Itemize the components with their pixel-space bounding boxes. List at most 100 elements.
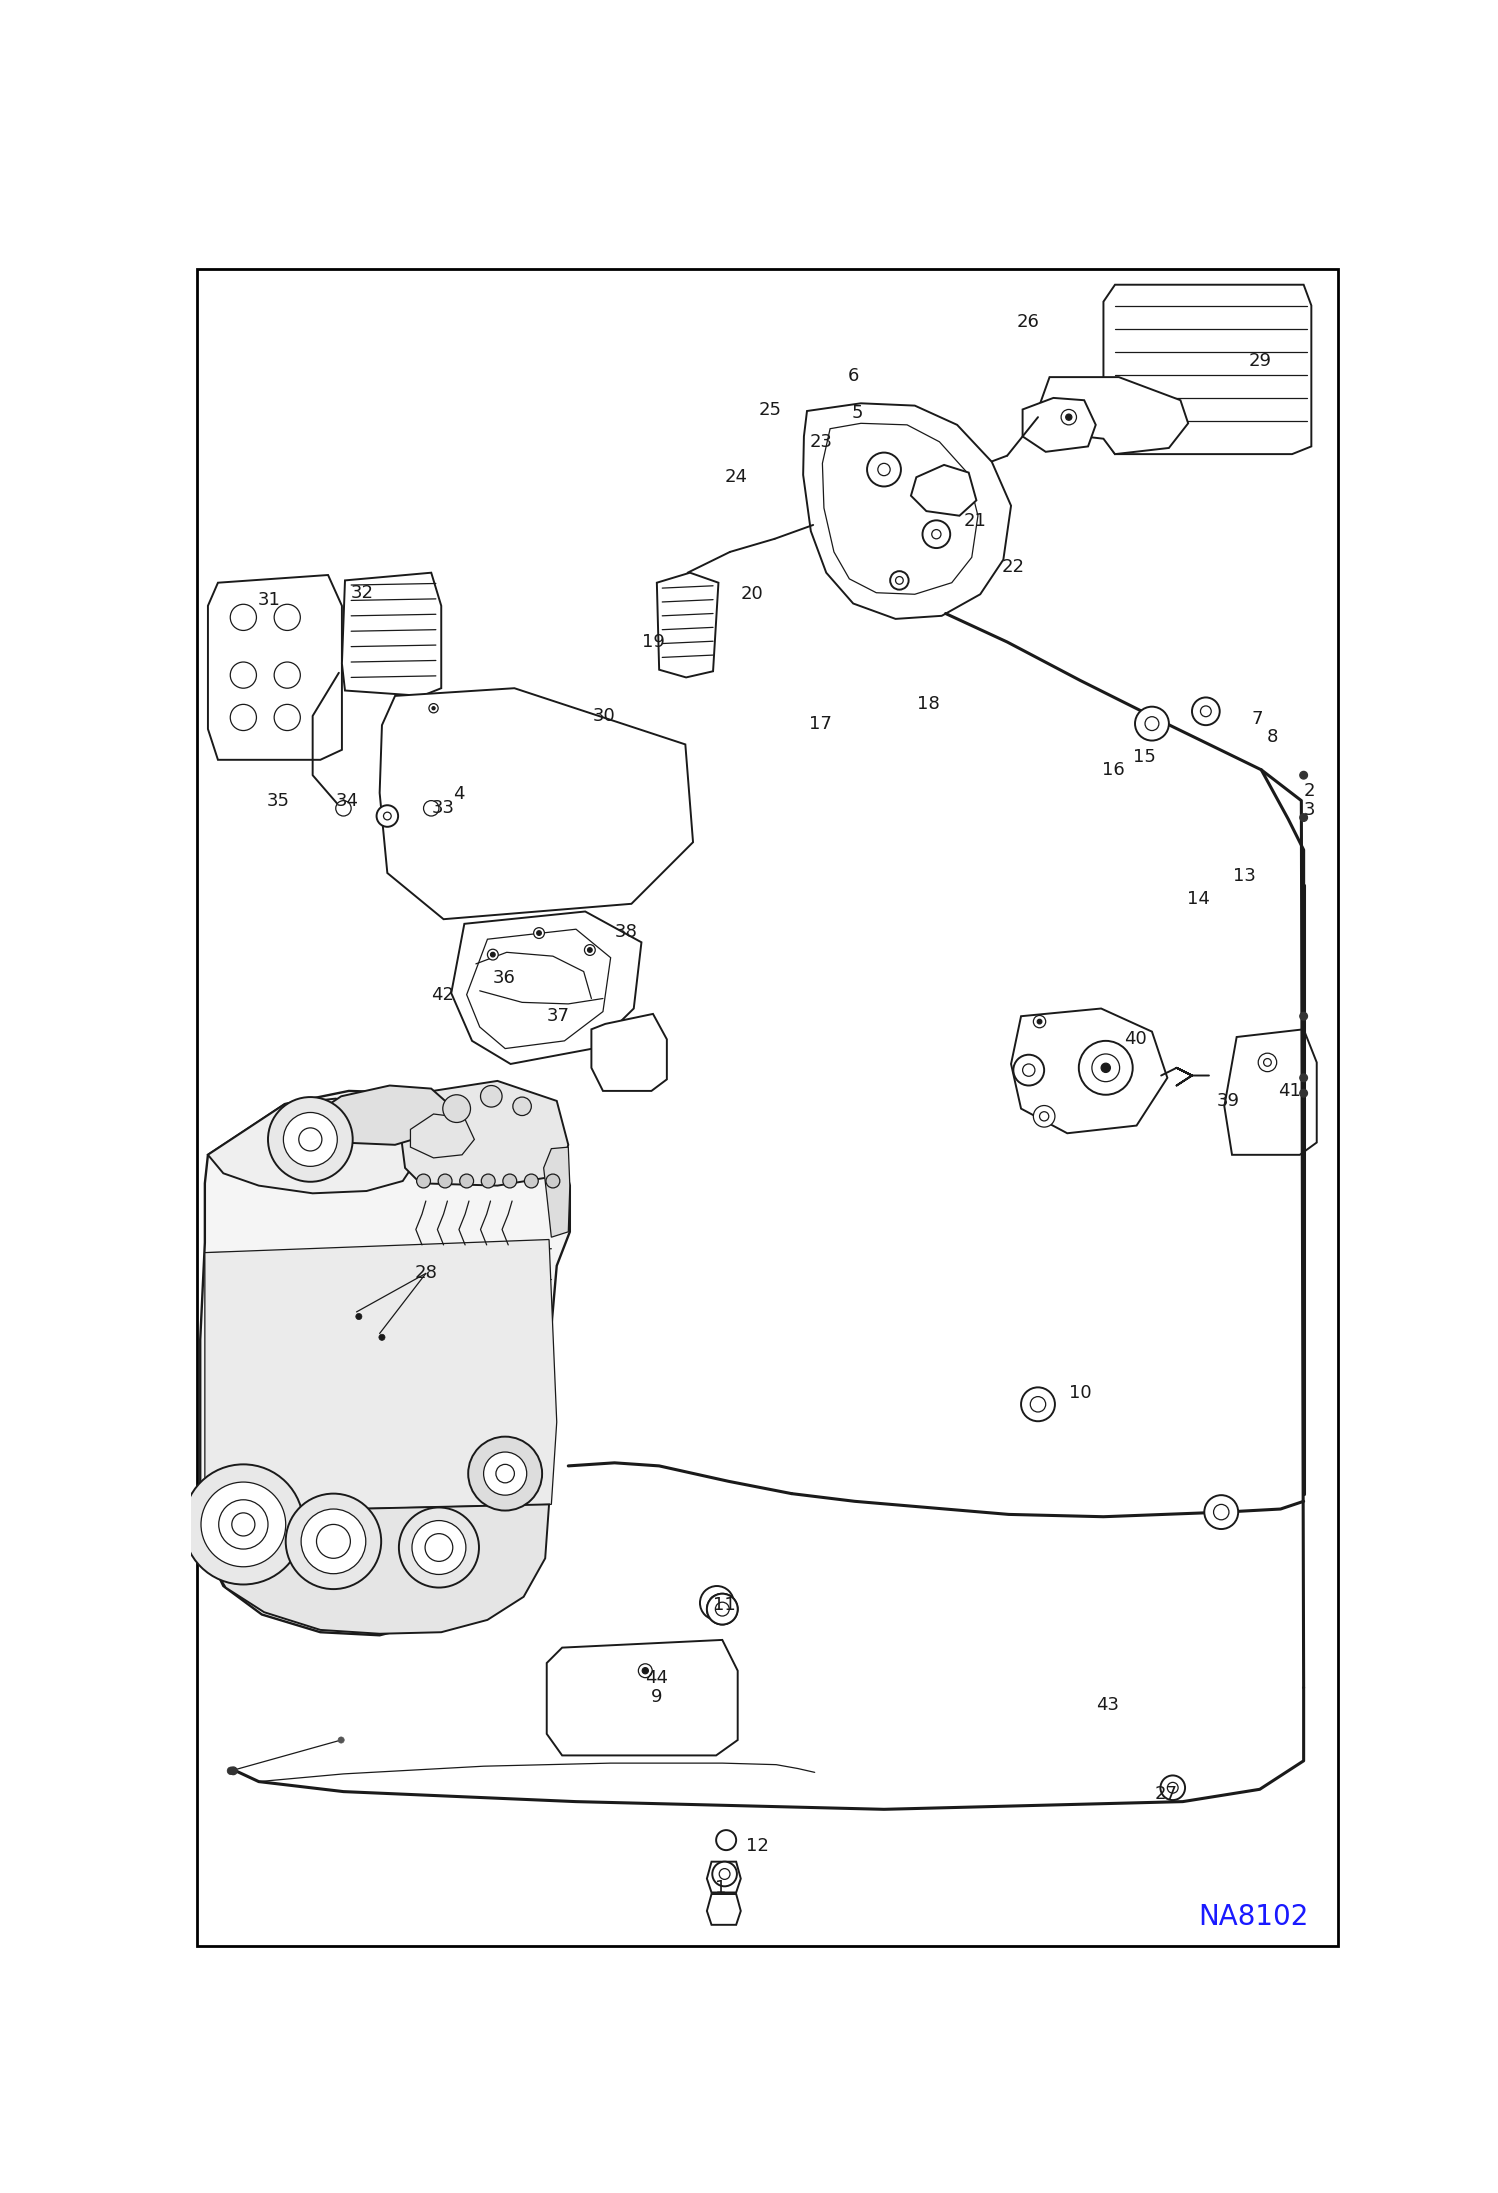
Circle shape — [707, 1594, 737, 1625]
Text: 24: 24 — [725, 469, 748, 487]
Circle shape — [1022, 1388, 1055, 1421]
Text: 29: 29 — [1248, 351, 1272, 371]
Circle shape — [437, 1173, 452, 1189]
Text: 44: 44 — [646, 1669, 668, 1686]
Polygon shape — [656, 572, 719, 678]
Circle shape — [183, 1465, 304, 1586]
Circle shape — [1161, 1776, 1185, 1800]
Text: 32: 32 — [351, 583, 373, 601]
Text: 16: 16 — [1103, 761, 1125, 779]
Circle shape — [1258, 1053, 1276, 1072]
Circle shape — [533, 928, 544, 939]
Text: NA8102: NA8102 — [1198, 1904, 1309, 1932]
Circle shape — [412, 1520, 466, 1575]
Circle shape — [1135, 706, 1168, 741]
Circle shape — [231, 605, 256, 629]
Text: 27: 27 — [1155, 1785, 1177, 1803]
Text: 41: 41 — [1278, 1081, 1302, 1101]
Text: 11: 11 — [713, 1597, 736, 1614]
Text: 18: 18 — [917, 695, 941, 713]
Circle shape — [228, 1768, 235, 1774]
Circle shape — [1300, 1075, 1308, 1081]
Circle shape — [1031, 1397, 1046, 1412]
Circle shape — [707, 1594, 737, 1625]
Text: 42: 42 — [431, 985, 454, 1004]
Circle shape — [503, 1173, 517, 1189]
Circle shape — [1101, 1064, 1110, 1072]
Circle shape — [584, 945, 595, 956]
Circle shape — [1300, 1090, 1308, 1096]
Polygon shape — [822, 423, 978, 594]
Circle shape — [398, 1507, 479, 1588]
Circle shape — [896, 577, 903, 583]
Circle shape — [286, 1493, 380, 1590]
Text: 4: 4 — [454, 785, 464, 803]
Circle shape — [890, 570, 909, 590]
Text: 8: 8 — [1267, 728, 1278, 746]
Text: 3: 3 — [1305, 800, 1315, 818]
Circle shape — [424, 800, 439, 816]
Circle shape — [274, 704, 300, 730]
Circle shape — [712, 1862, 737, 1886]
Circle shape — [231, 704, 256, 730]
Polygon shape — [1023, 397, 1095, 452]
Circle shape — [1034, 1105, 1055, 1127]
Text: 30: 30 — [593, 706, 616, 726]
Polygon shape — [208, 1099, 418, 1193]
Polygon shape — [707, 1862, 742, 1893]
Polygon shape — [1038, 377, 1188, 454]
Polygon shape — [1011, 1009, 1167, 1134]
Circle shape — [1300, 814, 1308, 822]
Circle shape — [1065, 414, 1073, 421]
Circle shape — [1023, 1064, 1035, 1077]
Circle shape — [298, 1127, 322, 1151]
Text: 22: 22 — [1002, 559, 1025, 577]
Text: 33: 33 — [431, 798, 454, 818]
Text: 15: 15 — [1132, 748, 1155, 768]
Circle shape — [587, 947, 592, 952]
Text: 21: 21 — [963, 513, 986, 531]
Polygon shape — [592, 1013, 667, 1090]
Circle shape — [487, 950, 499, 961]
Circle shape — [201, 1482, 286, 1566]
Circle shape — [700, 1586, 734, 1621]
Circle shape — [878, 463, 890, 476]
Text: 25: 25 — [758, 401, 782, 419]
Circle shape — [1079, 1042, 1132, 1094]
Text: 36: 36 — [493, 969, 515, 987]
Circle shape — [1300, 1013, 1308, 1020]
Circle shape — [1034, 1015, 1046, 1029]
Text: 17: 17 — [809, 715, 833, 732]
Circle shape — [1144, 717, 1159, 730]
Circle shape — [716, 1603, 730, 1616]
Circle shape — [1192, 697, 1219, 726]
Polygon shape — [205, 1239, 557, 1513]
Circle shape — [274, 605, 300, 629]
Circle shape — [932, 529, 941, 539]
Text: 39: 39 — [1216, 1092, 1240, 1110]
Circle shape — [1204, 1496, 1239, 1529]
Text: 7: 7 — [1252, 711, 1263, 728]
Text: 26: 26 — [1017, 314, 1040, 331]
Circle shape — [219, 1500, 268, 1548]
Circle shape — [431, 706, 434, 711]
Text: 13: 13 — [1233, 866, 1255, 886]
Circle shape — [228, 1768, 234, 1774]
Text: 19: 19 — [643, 634, 665, 651]
Circle shape — [229, 1768, 237, 1774]
Circle shape — [283, 1112, 337, 1167]
Text: 14: 14 — [1186, 890, 1209, 908]
Circle shape — [336, 800, 351, 816]
Circle shape — [443, 1094, 470, 1123]
Circle shape — [268, 1096, 352, 1182]
Text: 12: 12 — [746, 1836, 768, 1855]
Polygon shape — [547, 1640, 737, 1754]
Polygon shape — [207, 1504, 550, 1634]
Polygon shape — [342, 572, 442, 695]
Circle shape — [379, 1333, 385, 1340]
Circle shape — [490, 952, 496, 956]
Polygon shape — [803, 404, 1011, 618]
Circle shape — [638, 1664, 652, 1678]
Circle shape — [1200, 706, 1212, 717]
Circle shape — [1061, 410, 1077, 425]
